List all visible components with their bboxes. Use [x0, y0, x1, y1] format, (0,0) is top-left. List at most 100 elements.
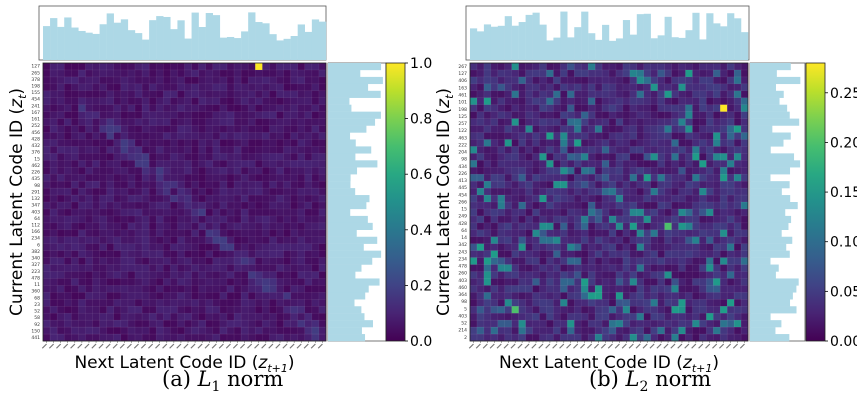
heatmap-cell	[149, 104, 157, 112]
heatmap-cell	[170, 160, 178, 168]
heatmap-cell	[205, 257, 214, 265]
marginal-top-bar	[643, 13, 651, 60]
heatmap-cell	[142, 132, 150, 140]
heatmap-cell	[525, 208, 533, 217]
heatmap-cell	[539, 313, 547, 321]
heatmap-cell	[226, 125, 235, 133]
heatmap-cell	[255, 320, 263, 328]
heatmap-cell	[476, 257, 485, 265]
heatmap-cell	[504, 153, 512, 161]
heatmap-cell	[657, 320, 665, 328]
heatmap-cell	[629, 271, 638, 279]
x-tick-label	[232, 343, 238, 349]
marginal-top-bar	[318, 21, 327, 60]
heatmap-cell	[156, 327, 164, 335]
heatmap-cell	[219, 69, 228, 78]
heatmap-cell	[657, 69, 665, 78]
heatmap-cell	[685, 243, 693, 251]
heatmap-cell	[609, 299, 617, 307]
heatmap-cell	[241, 111, 249, 119]
marginal-right-bar	[750, 76, 801, 85]
heatmap-cell	[43, 181, 51, 189]
heatmap-cell	[248, 334, 256, 342]
heatmap-cell	[511, 83, 519, 92]
heatmap-cell	[685, 139, 693, 147]
y-tick-label: 132	[31, 196, 40, 202]
heatmap-cell	[205, 90, 214, 99]
heatmap-cell	[671, 215, 679, 224]
heatmap-cell	[276, 188, 284, 196]
heatmap-cell	[574, 118, 582, 126]
heatmap-cell	[149, 271, 157, 279]
heatmap-cell	[476, 278, 485, 286]
heatmap-cell	[241, 229, 249, 238]
heatmap-cell	[255, 111, 263, 119]
marginal-right-bar	[750, 306, 797, 314]
y-tick-label: 460	[458, 285, 467, 291]
heatmap-cell	[490, 83, 499, 92]
heatmap-cell	[650, 292, 658, 300]
heatmap-cell	[106, 229, 115, 238]
heatmap-cell	[470, 208, 478, 217]
heatmap-cell	[198, 327, 207, 335]
heatmap-cell	[574, 83, 582, 92]
heatmap-cell	[134, 327, 143, 335]
heatmap-cell	[511, 236, 519, 244]
heatmap-cell	[43, 174, 51, 182]
heatmap-cell	[504, 146, 512, 154]
heatmap-cell	[290, 250, 298, 258]
heatmap-cell	[234, 236, 242, 244]
heatmap-cell	[609, 320, 617, 328]
heatmap-cell	[664, 327, 672, 335]
y-tick-label: 478	[31, 275, 40, 281]
heatmap-cell	[615, 97, 624, 105]
heatmap-cell	[318, 167, 327, 175]
x-tick-label	[517, 343, 523, 349]
heatmap-cell	[71, 236, 79, 244]
heatmap-cell	[120, 271, 129, 279]
heatmap-cell	[163, 229, 171, 238]
heatmap-cell	[734, 160, 742, 168]
heatmap-cell	[78, 334, 86, 342]
heatmap-cell	[546, 132, 554, 140]
heatmap-cell	[504, 229, 512, 238]
heatmap-cell	[191, 306, 199, 314]
heatmap-cell	[134, 76, 143, 85]
heatmap-cell	[741, 327, 749, 335]
heatmap-cell	[177, 139, 185, 147]
heatmap-cell	[504, 83, 512, 92]
heatmap-cell	[120, 83, 129, 92]
heatmap-cell	[85, 111, 93, 119]
heatmap-cell	[671, 69, 679, 78]
heatmap-cell	[476, 69, 485, 78]
heatmap-cell	[78, 97, 86, 105]
heatmap-cell	[269, 299, 277, 307]
heatmap-cell	[85, 146, 93, 154]
heatmap-cell	[741, 208, 749, 217]
heatmap-cell	[643, 229, 651, 238]
heatmap-cell	[241, 208, 249, 217]
heatmap-cell	[567, 285, 575, 293]
heatmap-cell	[241, 320, 249, 328]
heatmap-cell	[720, 313, 728, 321]
heatmap-cell	[727, 146, 735, 154]
heatmap-cell	[99, 76, 107, 85]
marginal-right-bar	[750, 104, 788, 112]
heatmap-cell	[560, 188, 568, 196]
heatmap-cell	[615, 188, 624, 196]
heatmap-cell	[226, 118, 235, 126]
heatmap-cell	[713, 181, 721, 189]
marginal-top-bar	[142, 39, 150, 60]
heatmap-cell	[149, 111, 157, 119]
heatmap-cell	[497, 306, 506, 314]
heatmap-cell	[671, 160, 679, 168]
x-tick-label	[489, 343, 495, 349]
heatmap-cell	[191, 132, 199, 140]
marginal-histogram-right	[327, 62, 387, 342]
heatmap-cell	[134, 320, 143, 328]
heatmap-cell	[470, 306, 478, 314]
heatmap-cell	[567, 222, 575, 231]
heatmap-cell	[142, 139, 150, 147]
heatmap-cell	[643, 236, 651, 244]
heatmap-cell	[504, 63, 512, 71]
